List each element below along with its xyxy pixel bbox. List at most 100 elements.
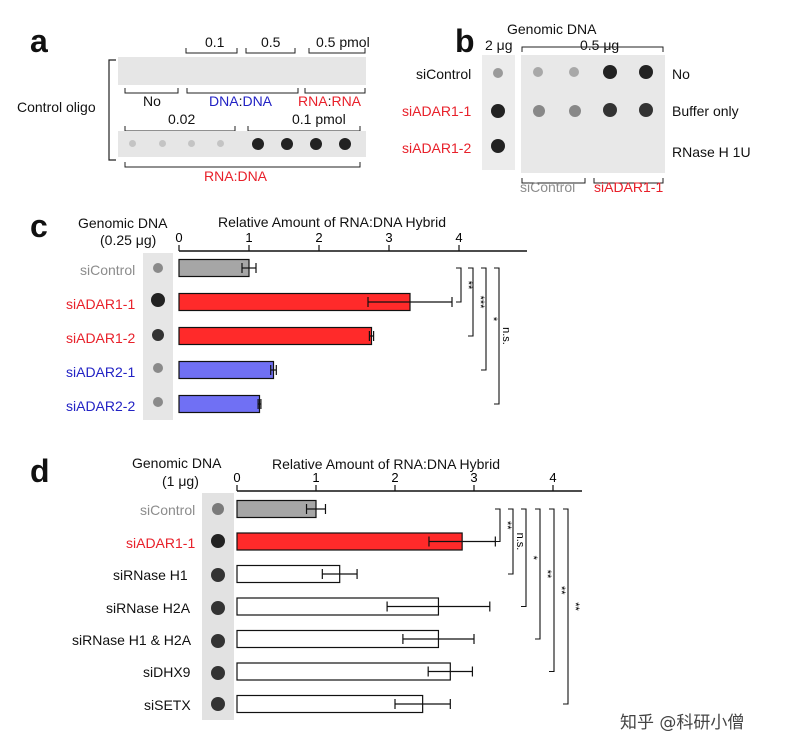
blot-dot bbox=[129, 140, 136, 147]
row-label-d: siRNase H2A bbox=[106, 600, 191, 616]
group-sicontrol-b: siControl bbox=[520, 179, 576, 195]
blot-dot bbox=[639, 65, 653, 79]
blot-dot bbox=[569, 105, 581, 117]
blot-dot bbox=[211, 601, 225, 615]
blot-d bbox=[202, 493, 234, 720]
x-tick-label: 0 bbox=[175, 230, 182, 245]
x-tick-label: 0 bbox=[233, 470, 240, 485]
row-siadar1-1-b: siADAR1-1 bbox=[402, 103, 472, 119]
panel-b-label: b bbox=[455, 23, 475, 59]
blot-dot bbox=[491, 139, 505, 153]
group-dna-dna: DNA:DNA bbox=[209, 93, 273, 109]
blot-title-c-2: (0.25 μg) bbox=[100, 232, 157, 248]
panel-d-label: d bbox=[30, 453, 50, 489]
control-oligo-label: Control oligo bbox=[17, 99, 96, 115]
x-tick-label: 4 bbox=[549, 470, 556, 485]
genomic-dna-title-b: Genomic DNA bbox=[507, 21, 597, 37]
significance-bracket bbox=[494, 267, 500, 405]
panel-a-label: a bbox=[30, 23, 48, 59]
blot-dot bbox=[153, 363, 163, 373]
panel-c-label: c bbox=[30, 208, 48, 244]
blot-dot bbox=[151, 293, 165, 307]
blot-dot bbox=[603, 65, 617, 79]
amount-0.1-pmol: 0.1 pmol bbox=[292, 111, 346, 127]
amount-0.5ug: 0.5 μg bbox=[580, 37, 620, 53]
significance-bracket bbox=[563, 508, 569, 705]
significance-label: ** bbox=[555, 586, 567, 595]
row-label-c: siADAR1-1 bbox=[66, 296, 136, 312]
blot-dot bbox=[491, 104, 505, 118]
cond-buffer-only: Buffer only bbox=[672, 103, 739, 119]
x-tick-label: 4 bbox=[455, 230, 462, 245]
x-tick-label: 3 bbox=[385, 230, 392, 245]
blot-dot bbox=[211, 534, 225, 548]
blot-dot bbox=[281, 138, 293, 150]
cond-no: No bbox=[672, 66, 690, 82]
blot-dot bbox=[159, 140, 166, 147]
row-label-d: siRNase H1 & H2A bbox=[72, 632, 192, 648]
row-label-d: siSETX bbox=[144, 697, 191, 713]
group-siadar1-1-b: siADAR1-1 bbox=[594, 179, 664, 195]
watermark: 知乎 @科研小僧 bbox=[620, 713, 745, 733]
x-tick-label: 1 bbox=[312, 470, 319, 485]
significance-label: ** bbox=[569, 602, 581, 611]
x-tick-label: 1 bbox=[245, 230, 252, 245]
row-label-c: siADAR1-2 bbox=[66, 330, 136, 346]
row-label-d: siADAR1-1 bbox=[126, 535, 196, 551]
amount-0.1: 0.1 bbox=[205, 34, 225, 50]
cond-rnase-h: RNase H 1U bbox=[672, 144, 751, 160]
blot-dot bbox=[533, 105, 545, 117]
blot-dot bbox=[493, 68, 503, 78]
blot-dot bbox=[217, 140, 224, 147]
blot-dot bbox=[153, 263, 163, 273]
axis-title-c: Relative Amount of RNA:DNA Hybrid bbox=[218, 214, 446, 230]
blot-dot bbox=[153, 397, 163, 407]
x-tick-label: 2 bbox=[391, 470, 398, 485]
significance-label: ** bbox=[462, 281, 474, 290]
blot-dot bbox=[211, 666, 225, 680]
blot-dot bbox=[252, 138, 264, 150]
group-no: No bbox=[143, 93, 161, 109]
blot-2ug bbox=[482, 55, 515, 170]
significance-label: n.s. bbox=[514, 533, 526, 551]
blot-dot bbox=[533, 67, 543, 77]
amount-0.02: 0.02 bbox=[168, 111, 196, 127]
significance-label: *** bbox=[474, 296, 486, 310]
row-label-c: siADAR2-1 bbox=[66, 364, 136, 380]
row-sicontrol-b: siControl bbox=[416, 66, 472, 82]
blot-dot bbox=[310, 138, 322, 150]
blot-0.5ug bbox=[521, 55, 665, 173]
significance-bracket bbox=[549, 508, 555, 673]
row-siadar1-2-b: siADAR1-2 bbox=[402, 140, 472, 156]
group-rna-rna: RNA:RNA bbox=[298, 93, 362, 109]
blot-dot bbox=[639, 103, 653, 117]
significance-label: * bbox=[487, 317, 499, 322]
significance-bracket bbox=[495, 508, 501, 543]
blot-dot bbox=[603, 103, 617, 117]
control-oligo-strip-top bbox=[118, 57, 366, 85]
group-rna-dna: RNA:DNA bbox=[204, 168, 268, 184]
blot-dot bbox=[152, 329, 164, 341]
significance-label: * bbox=[527, 556, 539, 561]
x-tick-label: 3 bbox=[470, 470, 477, 485]
significance-bracket bbox=[468, 267, 474, 337]
blot-dot bbox=[212, 503, 224, 515]
blot-title-c-1: Genomic DNA bbox=[78, 215, 168, 231]
significance-bracket bbox=[521, 508, 527, 608]
bar bbox=[236, 499, 317, 519]
axis-title-d: Relative Amount of RNA:DNA Hybrid bbox=[272, 456, 500, 472]
blot-title-d-1: Genomic DNA bbox=[132, 455, 222, 471]
significance-bracket bbox=[456, 267, 462, 303]
blot-dot bbox=[569, 67, 579, 77]
blot-dot bbox=[211, 568, 225, 582]
row-label-d: siControl bbox=[140, 502, 196, 518]
significance-label: ** bbox=[541, 570, 553, 579]
amount-0.5: 0.5 bbox=[261, 34, 281, 50]
bar bbox=[236, 662, 451, 681]
significance-bracket bbox=[481, 267, 487, 371]
x-tick-label: 2 bbox=[315, 230, 322, 245]
